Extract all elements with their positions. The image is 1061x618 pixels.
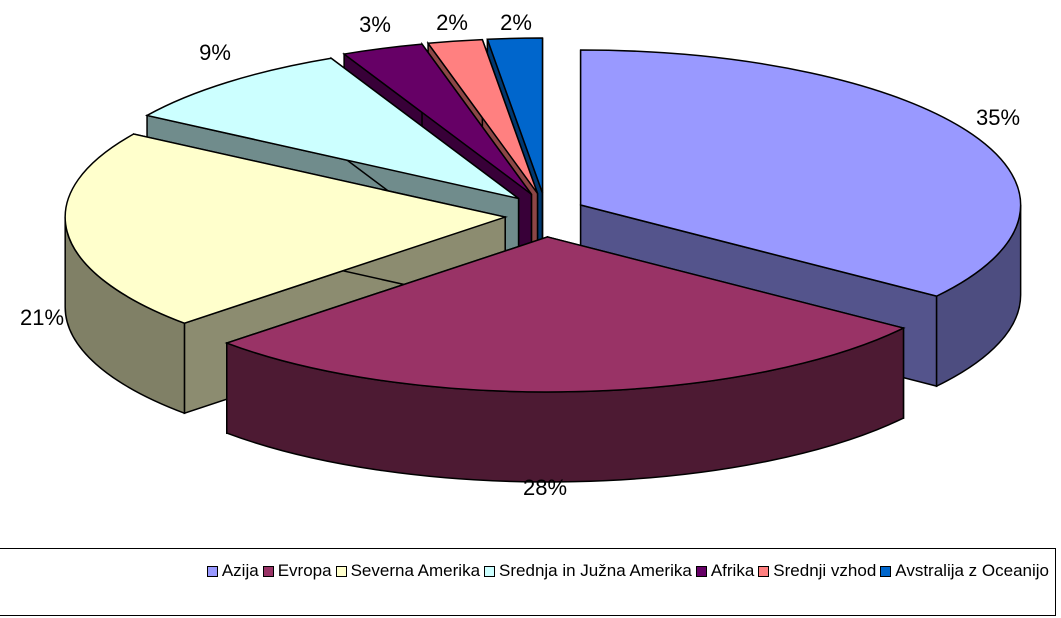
legend-label: Azija <box>221 561 259 580</box>
slice-srednja-in-juzna-amerika <box>144 57 519 200</box>
pie-labels: 35% 28% 21% 9% 3% 2% 2% <box>20 10 1020 500</box>
slice-evropa <box>224 236 906 393</box>
legend-item-srednja-in-juzna-amerika: Srednja in Južna Amerika <box>484 561 692 581</box>
legend-swatch <box>484 565 496 577</box>
legend-label: Severna Amerika <box>350 561 481 580</box>
legend-swatch <box>206 565 218 577</box>
legend-swatch <box>695 565 707 577</box>
legend-item-srednji-vzhod: Srednji vzhod <box>758 561 876 581</box>
legend-swatch <box>262 565 274 577</box>
data-label-srednja-in-juzna-amerika: 9% <box>199 40 231 65</box>
slice-srednji-vzhod <box>426 38 539 194</box>
slice-avstralija-z-oceanijo <box>486 37 544 194</box>
legend-item-afrika: Afrika <box>695 561 755 581</box>
chart-legend: Azija Evropa Severna Amerika Srednja in Juž… <box>0 548 1056 616</box>
legend-item-avstralija-z-oceanijo: Avstralija z Oceanijo <box>880 561 1049 581</box>
legend-label: Evropa <box>277 561 332 580</box>
legend-swatch <box>758 565 770 577</box>
slice-afrika <box>342 43 533 195</box>
data-label-avstralija-z-oceanijo: 2% <box>500 10 532 35</box>
slice-severna-amerika <box>64 133 508 324</box>
data-label-azija: 35% <box>976 105 1020 130</box>
legend-item-evropa: Evropa <box>262 561 332 581</box>
legend-label: Afrika <box>710 561 755 580</box>
legend-label: Avstralija z Oceanijo <box>895 561 1049 580</box>
data-label-evropa: 28% <box>523 475 567 500</box>
slice-azija <box>579 49 1022 297</box>
legend-item-azija: Azija <box>206 561 259 581</box>
pie-tops <box>64 37 1022 393</box>
legend-swatch <box>335 565 347 577</box>
pie-chart: 35% 28% 21% 9% 3% 2% 2% <box>20 10 1022 500</box>
legend-item-severna-amerika: Severna Amerika <box>335 561 481 581</box>
data-label-severna-amerika: 21% <box>20 305 64 330</box>
data-label-srednji-vzhod: 2% <box>436 10 468 35</box>
legend-label: Srednja in Južna Amerika <box>499 561 692 580</box>
data-label-afrika: 3% <box>359 12 391 37</box>
legend-label: Srednji vzhod <box>773 561 877 580</box>
legend-swatch <box>880 565 892 577</box>
legend-row: Azija Evropa Severna Amerika Srednja in Juž… <box>203 561 1049 581</box>
